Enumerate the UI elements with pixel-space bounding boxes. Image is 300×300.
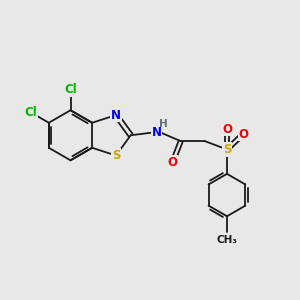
Text: CH₃: CH₃ [217, 235, 238, 245]
Text: H: H [159, 119, 167, 129]
Text: O: O [238, 128, 248, 141]
Text: Cl: Cl [64, 83, 77, 96]
Text: N: N [152, 126, 162, 139]
Text: S: S [223, 143, 231, 156]
Text: N: N [111, 109, 121, 122]
Text: O: O [167, 156, 178, 169]
Text: Cl: Cl [25, 106, 38, 119]
Text: S: S [112, 149, 120, 162]
Text: O: O [222, 123, 232, 136]
